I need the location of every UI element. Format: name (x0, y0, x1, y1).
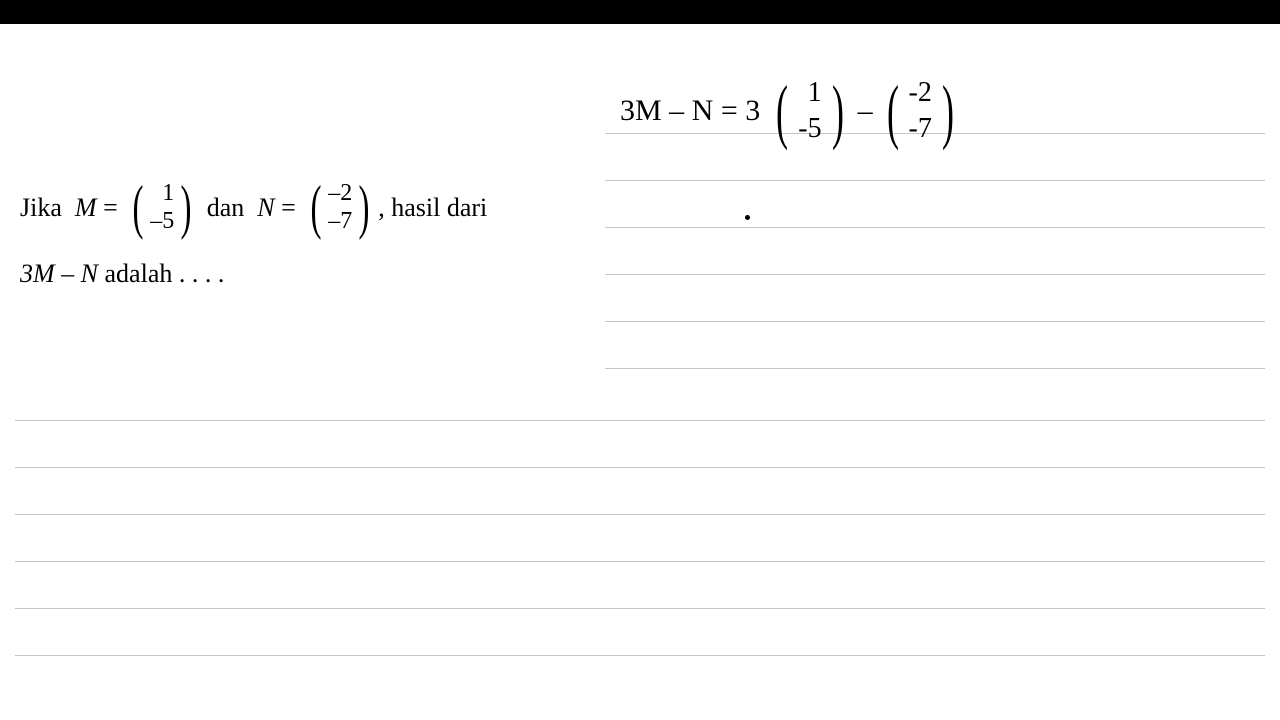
paren-right-icon: ) (832, 81, 844, 142)
paren-left-icon: ( (776, 81, 788, 142)
paren-left-icon: ( (887, 81, 899, 142)
hw-matrix2-top: -2 (909, 75, 932, 111)
hw-matrix1: ( 1 -5 ) (770, 75, 849, 148)
ruled-line (605, 368, 1265, 369)
text-dan: dan (207, 187, 245, 229)
matrix-n-bottom: –7 (328, 208, 352, 236)
variable-n: N (257, 187, 274, 229)
text-hasil: , hasil dari (378, 187, 487, 229)
matrix-m: ( 1 –5 ) (128, 180, 196, 235)
hw-matrix1-bottom: -5 (798, 111, 821, 147)
ruled-line (605, 274, 1265, 275)
ruled-line (605, 227, 1265, 228)
handwritten-solution: 3M – N = 3 ( 1 -5 ) – ( -2 -7 ) (620, 75, 962, 148)
hw-matrix1-top: 1 (808, 75, 822, 111)
matrix-m-top: 1 (162, 180, 174, 208)
ruled-lines-right (605, 133, 1265, 415)
ruled-line (15, 561, 1265, 562)
paren-left-icon: ( (133, 182, 144, 233)
paren-right-icon: ) (942, 81, 954, 142)
hw-minus: – (858, 94, 873, 128)
question-text: Jika M = ( 1 –5 ) dan N = ( –2 –7 ) (20, 180, 580, 295)
matrix-m-values: 1 –5 (148, 180, 176, 235)
hw-matrix2-values: -2 -7 (905, 75, 936, 148)
cursor-dot (745, 215, 750, 220)
paren-right-icon: ) (359, 182, 370, 233)
text-jika: Jika (20, 187, 62, 229)
hw-matrix2: ( -2 -7 ) (881, 75, 960, 148)
paren-left-icon: ( (311, 182, 322, 233)
variable-m: M (75, 187, 97, 229)
ruled-line (15, 608, 1265, 609)
matrix-n: ( –2 –7 ) (306, 180, 374, 235)
matrix-n-top: –2 (328, 180, 352, 208)
ruled-line (605, 321, 1265, 322)
ruled-line (15, 514, 1265, 515)
question-line2: 3M – N adalah . . . . (20, 253, 580, 295)
question-line1: Jika M = ( 1 –5 ) dan N = ( –2 –7 ) (20, 180, 580, 235)
ruled-line (15, 655, 1265, 656)
matrix-m-bottom: –5 (150, 208, 174, 236)
hw-matrix1-values: 1 -5 (794, 75, 825, 148)
equals-sign: = (281, 187, 296, 229)
ruled-line (15, 420, 1265, 421)
ruled-lines-full (15, 420, 1265, 702)
ruled-line (15, 467, 1265, 468)
top-black-bar (0, 0, 1280, 24)
hw-expression: 3M – N = 3 (620, 94, 760, 128)
matrix-n-values: –2 –7 (326, 180, 354, 235)
ruled-line (605, 180, 1265, 181)
hw-matrix2-bottom: -7 (909, 111, 932, 147)
equals-sign: = (103, 187, 118, 229)
paren-right-icon: ) (181, 182, 192, 233)
